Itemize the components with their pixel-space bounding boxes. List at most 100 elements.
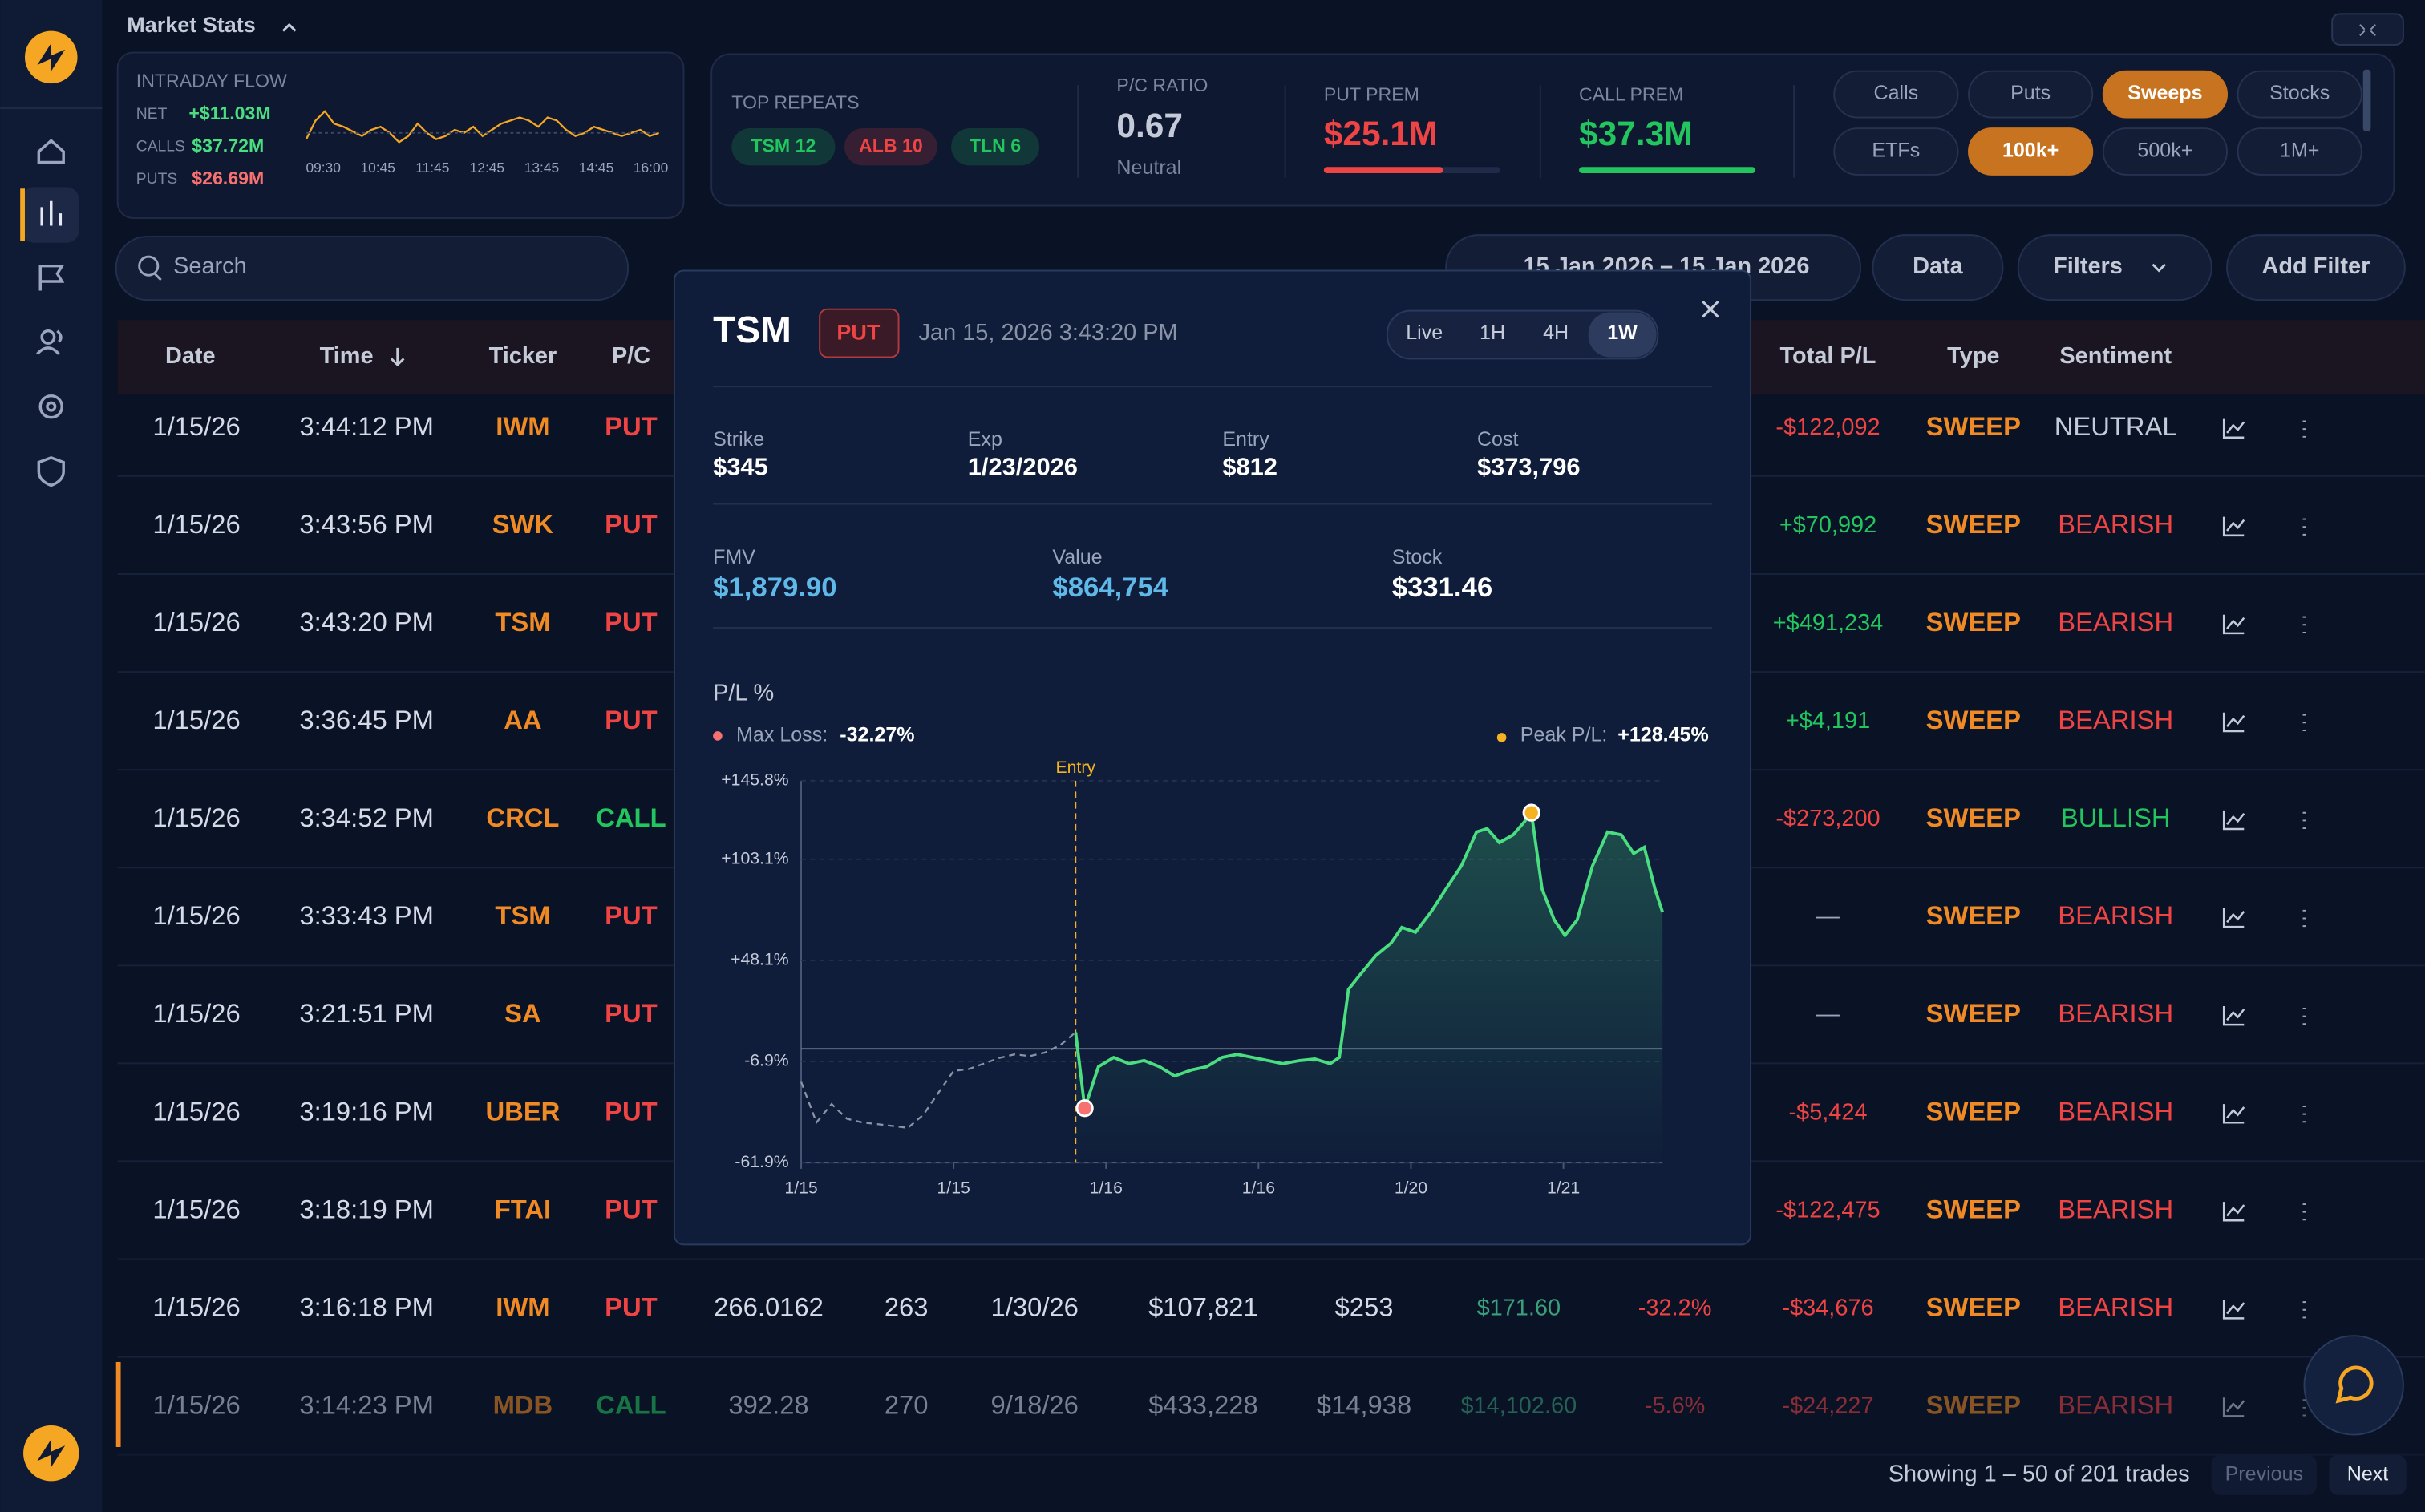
logo-bottom[interactable] [23,1425,79,1482]
shield-icon[interactable] [37,455,65,487]
table-row[interactable]: 1/15/26 3:44:12 PM IWM PUT -$122,092 SWEEP NEU… [117,411,2425,477]
pc-cell: CALL [596,1390,666,1420]
filter-pill[interactable] [2237,70,2362,119]
filter-label: Sweeps [2127,82,2202,104]
type-cell: SWEEP [1926,509,2021,539]
chart-action[interactable] [2222,1104,2245,1124]
toolbar-button[interactable] [2226,234,2406,301]
chart-icon[interactable] [40,200,63,226]
chart-action[interactable] [2222,1006,2245,1026]
filter-label: Calls [1874,82,1919,104]
repeat-chip-label: TSM 12 [751,135,816,156]
chart-action[interactable] [2222,1397,2245,1417]
field-value: $1,879.90 [713,572,836,603]
chart-action[interactable] [2222,1202,2245,1222]
chart-action[interactable] [2222,418,2245,439]
peak-marker [1522,803,1540,822]
table-row[interactable]: 1/15/26 3:36:45 PM AA PUT +$4,191 SWEEP BEARIS… [117,705,2425,771]
users-icon[interactable] [36,329,63,355]
range-active[interactable] [1588,312,1657,358]
total-pl-cell: -$5,424 [1788,1099,1867,1125]
next-button[interactable] [2329,1454,2407,1495]
field-label: Stock [1392,546,1443,568]
range-option: 1H [1480,321,1505,344]
x-tick-label: 1/16 [1242,1179,1275,1198]
chart-action[interactable] [2222,810,2245,831]
time-cell: 3:44:12 PM [299,411,434,441]
sentiment-cell: BEARISH [2058,1096,2173,1126]
chart-action[interactable] [2222,1300,2245,1320]
stat-value: $37.3M [1579,115,1692,152]
type-cell: SWEEP [1926,802,2021,832]
side-badge-label: PUT [836,321,880,345]
y-tick-label: +103.1% [721,849,788,867]
type-cell: SWEEP [1926,900,2021,930]
repeat-chip[interactable] [951,128,1040,166]
table-row[interactable]: 1/15/26 3:16:18 PM IWM PUT 266.0162 263 1/30/2… [117,1292,2425,1358]
total-pl-cell: -$24,227 [1782,1393,1873,1419]
filter-pill[interactable] [1968,70,2094,119]
repeat-chip[interactable] [844,128,937,166]
side-badge [819,308,900,358]
pl-line [800,1031,1077,1129]
stat-note: Neutral [1116,156,1181,179]
field-label: Strike [713,428,764,451]
filter-label: 100k+ [2002,139,2059,162]
collapse-button[interactable] [2331,13,2404,46]
filter-pill[interactable] [2102,70,2229,119]
repeat-chip[interactable] [731,128,836,166]
chart-action[interactable] [2222,908,2245,928]
filter-pill[interactable] [1833,70,1959,119]
table-row[interactable]: 1/15/26 3:43:20 PM TSM PUT +$491,234 SWEEP BEA… [117,607,2425,673]
filter-pill[interactable] [1833,127,1959,176]
previous-button[interactable] [2211,1454,2317,1495]
detail-cell: $14,102.60 [1460,1393,1577,1419]
total-pl-cell: +$491,234 [1773,610,1883,636]
date-cell: 1/15/26 [152,705,240,734]
field-value: $812 [1222,452,1277,480]
search-icon [138,255,160,277]
home-icon[interactable] [37,139,65,164]
pagination-summary: Showing 1 – 50 of 201 trades [1889,1461,2190,1486]
total-pl-cell: -$122,475 [1775,1197,1880,1223]
sentiment-cell: BEARISH [2058,509,2173,539]
pc-cell: PUT [605,1292,658,1321]
repeat-chip-label: TLN 6 [970,135,1021,156]
time-cell: 3:19:16 PM [299,1096,434,1126]
field-value: 1/23/2026 [968,452,1078,480]
filter-pill[interactable] [2237,127,2362,176]
table-row[interactable]: 1/15/26 3:18:19 PM FTAI PUT -$122,475 SWEEP BE… [117,1194,2425,1260]
ticker-cell: CRCL [486,802,559,832]
legend-label: Max Loss: [736,724,828,746]
sentiment-cell: BULLISH [2061,802,2171,832]
range-group [1386,309,1659,360]
chart-action[interactable] [2222,712,2245,733]
chart-action[interactable] [2222,516,2245,537]
table-row[interactable]: 1/15/26 3:14:23 PM MDB CALL 392.28 270 9/18/26… [117,1390,2425,1456]
close-button[interactable] [1702,300,1719,318]
stat-value: $25.1M [1324,115,1437,152]
time-label: 16:00 [634,160,668,176]
filter-pill[interactable] [2102,127,2229,176]
toolbar-button[interactable] [2017,234,2212,301]
settings-icon[interactable] [38,394,63,419]
column-header: Type [1947,343,1999,369]
filter-pill[interactable] [1968,127,2094,176]
logo[interactable] [24,30,78,84]
chat-button[interactable] [2303,1335,2404,1436]
search-box[interactable] [115,236,630,301]
chart-action[interactable] [2222,614,2245,635]
stat-value: 0.67 [1116,107,1183,144]
stat-label: P/C RATIO [1116,75,1208,95]
time-label: 13:45 [524,160,559,176]
y-tick-label: -6.9% [744,1052,789,1070]
toolbar-button[interactable] [1872,234,2004,301]
flag-icon[interactable] [38,264,65,291]
scrollbar [2362,69,2371,131]
time-cell: 3:43:20 PM [299,607,434,637]
table-row[interactable]: 1/15/26 3:19:16 PM UBER PUT -$5,424 SWEEP BEAR… [117,1096,2425,1162]
x-tick-label: 1/20 [1395,1179,1427,1198]
date-cell: 1/15/26 [152,1292,240,1321]
legend-value: -32.27% [840,724,914,746]
